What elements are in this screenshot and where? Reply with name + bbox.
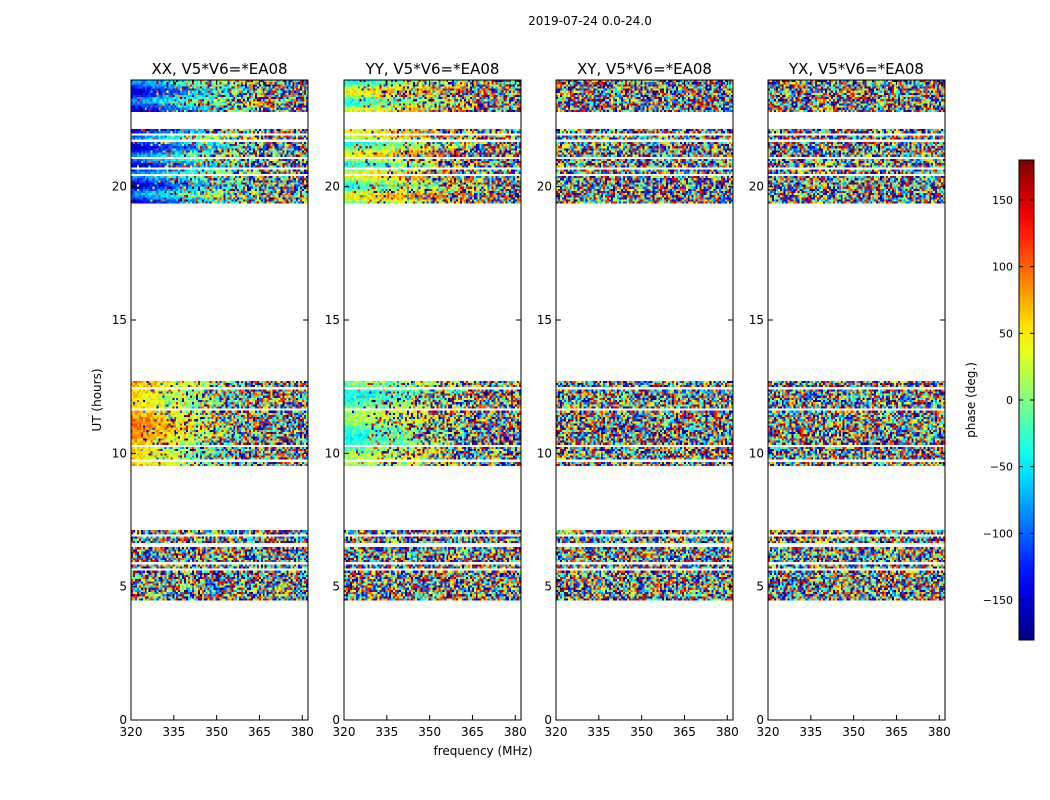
y-tick-label: 10 — [749, 446, 764, 460]
x-tick-label: 365 — [248, 725, 271, 739]
x-tick-label: 335 — [162, 725, 185, 739]
x-tick-label: 335 — [375, 725, 398, 739]
panel-title-3: YX, V5*V6=*EA08 — [788, 60, 924, 78]
y-tick-label: 5 — [332, 580, 340, 594]
y-tick-label: 10 — [112, 446, 127, 460]
y-tick-label: 5 — [756, 580, 764, 594]
panel-0: XX, V5*V6=*EA08 320 335 350 365 380 0 5 10 15 20 — [112, 60, 314, 739]
panel-2: XY, V5*V6=*EA08 320 335 350 365 380 0 5 10 15 20 — [537, 60, 739, 739]
x-tick-label: 335 — [799, 725, 822, 739]
x-axis-label: frequency (MHz) — [433, 744, 532, 758]
x-tick-label: 350 — [418, 725, 441, 739]
y-tick-label: 15 — [537, 313, 552, 327]
x-tick-label: 320 — [333, 725, 356, 739]
axes-frame-0 — [130, 79, 309, 721]
colorbar-tick-label: −100 — [983, 527, 1013, 540]
heatmap-0 — [131, 80, 308, 720]
x-tick-label: 350 — [842, 725, 865, 739]
x-tick-label: 365 — [885, 725, 908, 739]
heatmap-2 — [556, 80, 733, 720]
y-tick-label: 10 — [537, 446, 552, 460]
y-axis-label: UT (hours) — [90, 368, 104, 431]
y-tick-label: 20 — [537, 180, 552, 194]
y-tick-label: 15 — [325, 313, 340, 327]
figure-title: 2019-07-24 0.0-24.0 — [528, 14, 652, 28]
panel-title-1: YY, V5*V6=*EA08 — [365, 60, 500, 78]
colorbar-tick-label: 100 — [992, 261, 1013, 274]
panel-title-2: XY, V5*V6=*EA08 — [577, 60, 712, 78]
y-tick-label: 0 — [756, 713, 764, 727]
y-tick-label: 5 — [119, 580, 127, 594]
x-tick-label: 350 — [630, 725, 653, 739]
y-tick-label: 20 — [749, 180, 764, 194]
y-tick-label: 15 — [112, 313, 127, 327]
panel-title-0: XX, V5*V6=*EA08 — [151, 60, 287, 78]
heatmap-1 — [344, 80, 521, 720]
axes-frame-3 — [767, 79, 946, 721]
x-tick-label: 380 — [291, 725, 314, 739]
x-tick-label: 320 — [120, 725, 143, 739]
panel-1: YY, V5*V6=*EA08 320 335 350 365 380 0 5 10 15 20 — [325, 60, 527, 739]
colorbar-tick-label: 50 — [999, 327, 1013, 340]
y-tick-label: 5 — [544, 580, 552, 594]
axes-frame-1 — [343, 79, 522, 721]
colorbar-tick-label: −150 — [983, 594, 1013, 607]
x-tick-label: 380 — [504, 725, 527, 739]
y-tick-label: 10 — [325, 446, 340, 460]
y-tick-label: 0 — [544, 713, 552, 727]
colorbar-label: phase (deg.) — [964, 362, 978, 438]
colorbar-tick-label: 150 — [992, 194, 1013, 207]
x-tick-label: 365 — [673, 725, 696, 739]
y-tick-label: 0 — [332, 713, 340, 727]
x-tick-label: 365 — [461, 725, 484, 739]
axes-frame-2 — [555, 79, 734, 721]
x-tick-label: 320 — [545, 725, 568, 739]
y-tick-label: 20 — [325, 180, 340, 194]
y-tick-label: 20 — [112, 180, 127, 194]
y-tick-label: 0 — [119, 713, 127, 727]
x-tick-label: 380 — [716, 725, 739, 739]
x-tick-label: 350 — [205, 725, 228, 739]
heatmap-3 — [768, 80, 945, 720]
y-tick-label: 15 — [749, 313, 764, 327]
x-tick-label: 380 — [928, 725, 951, 739]
colorbar-tick-label: −50 — [990, 461, 1013, 474]
x-tick-label: 335 — [587, 725, 610, 739]
panel-3: YX, V5*V6=*EA08 320 335 350 365 380 0 5 10 15 20 — [749, 60, 951, 739]
colorbar-tick-label: 0 — [1006, 394, 1013, 407]
x-tick-label: 320 — [757, 725, 780, 739]
